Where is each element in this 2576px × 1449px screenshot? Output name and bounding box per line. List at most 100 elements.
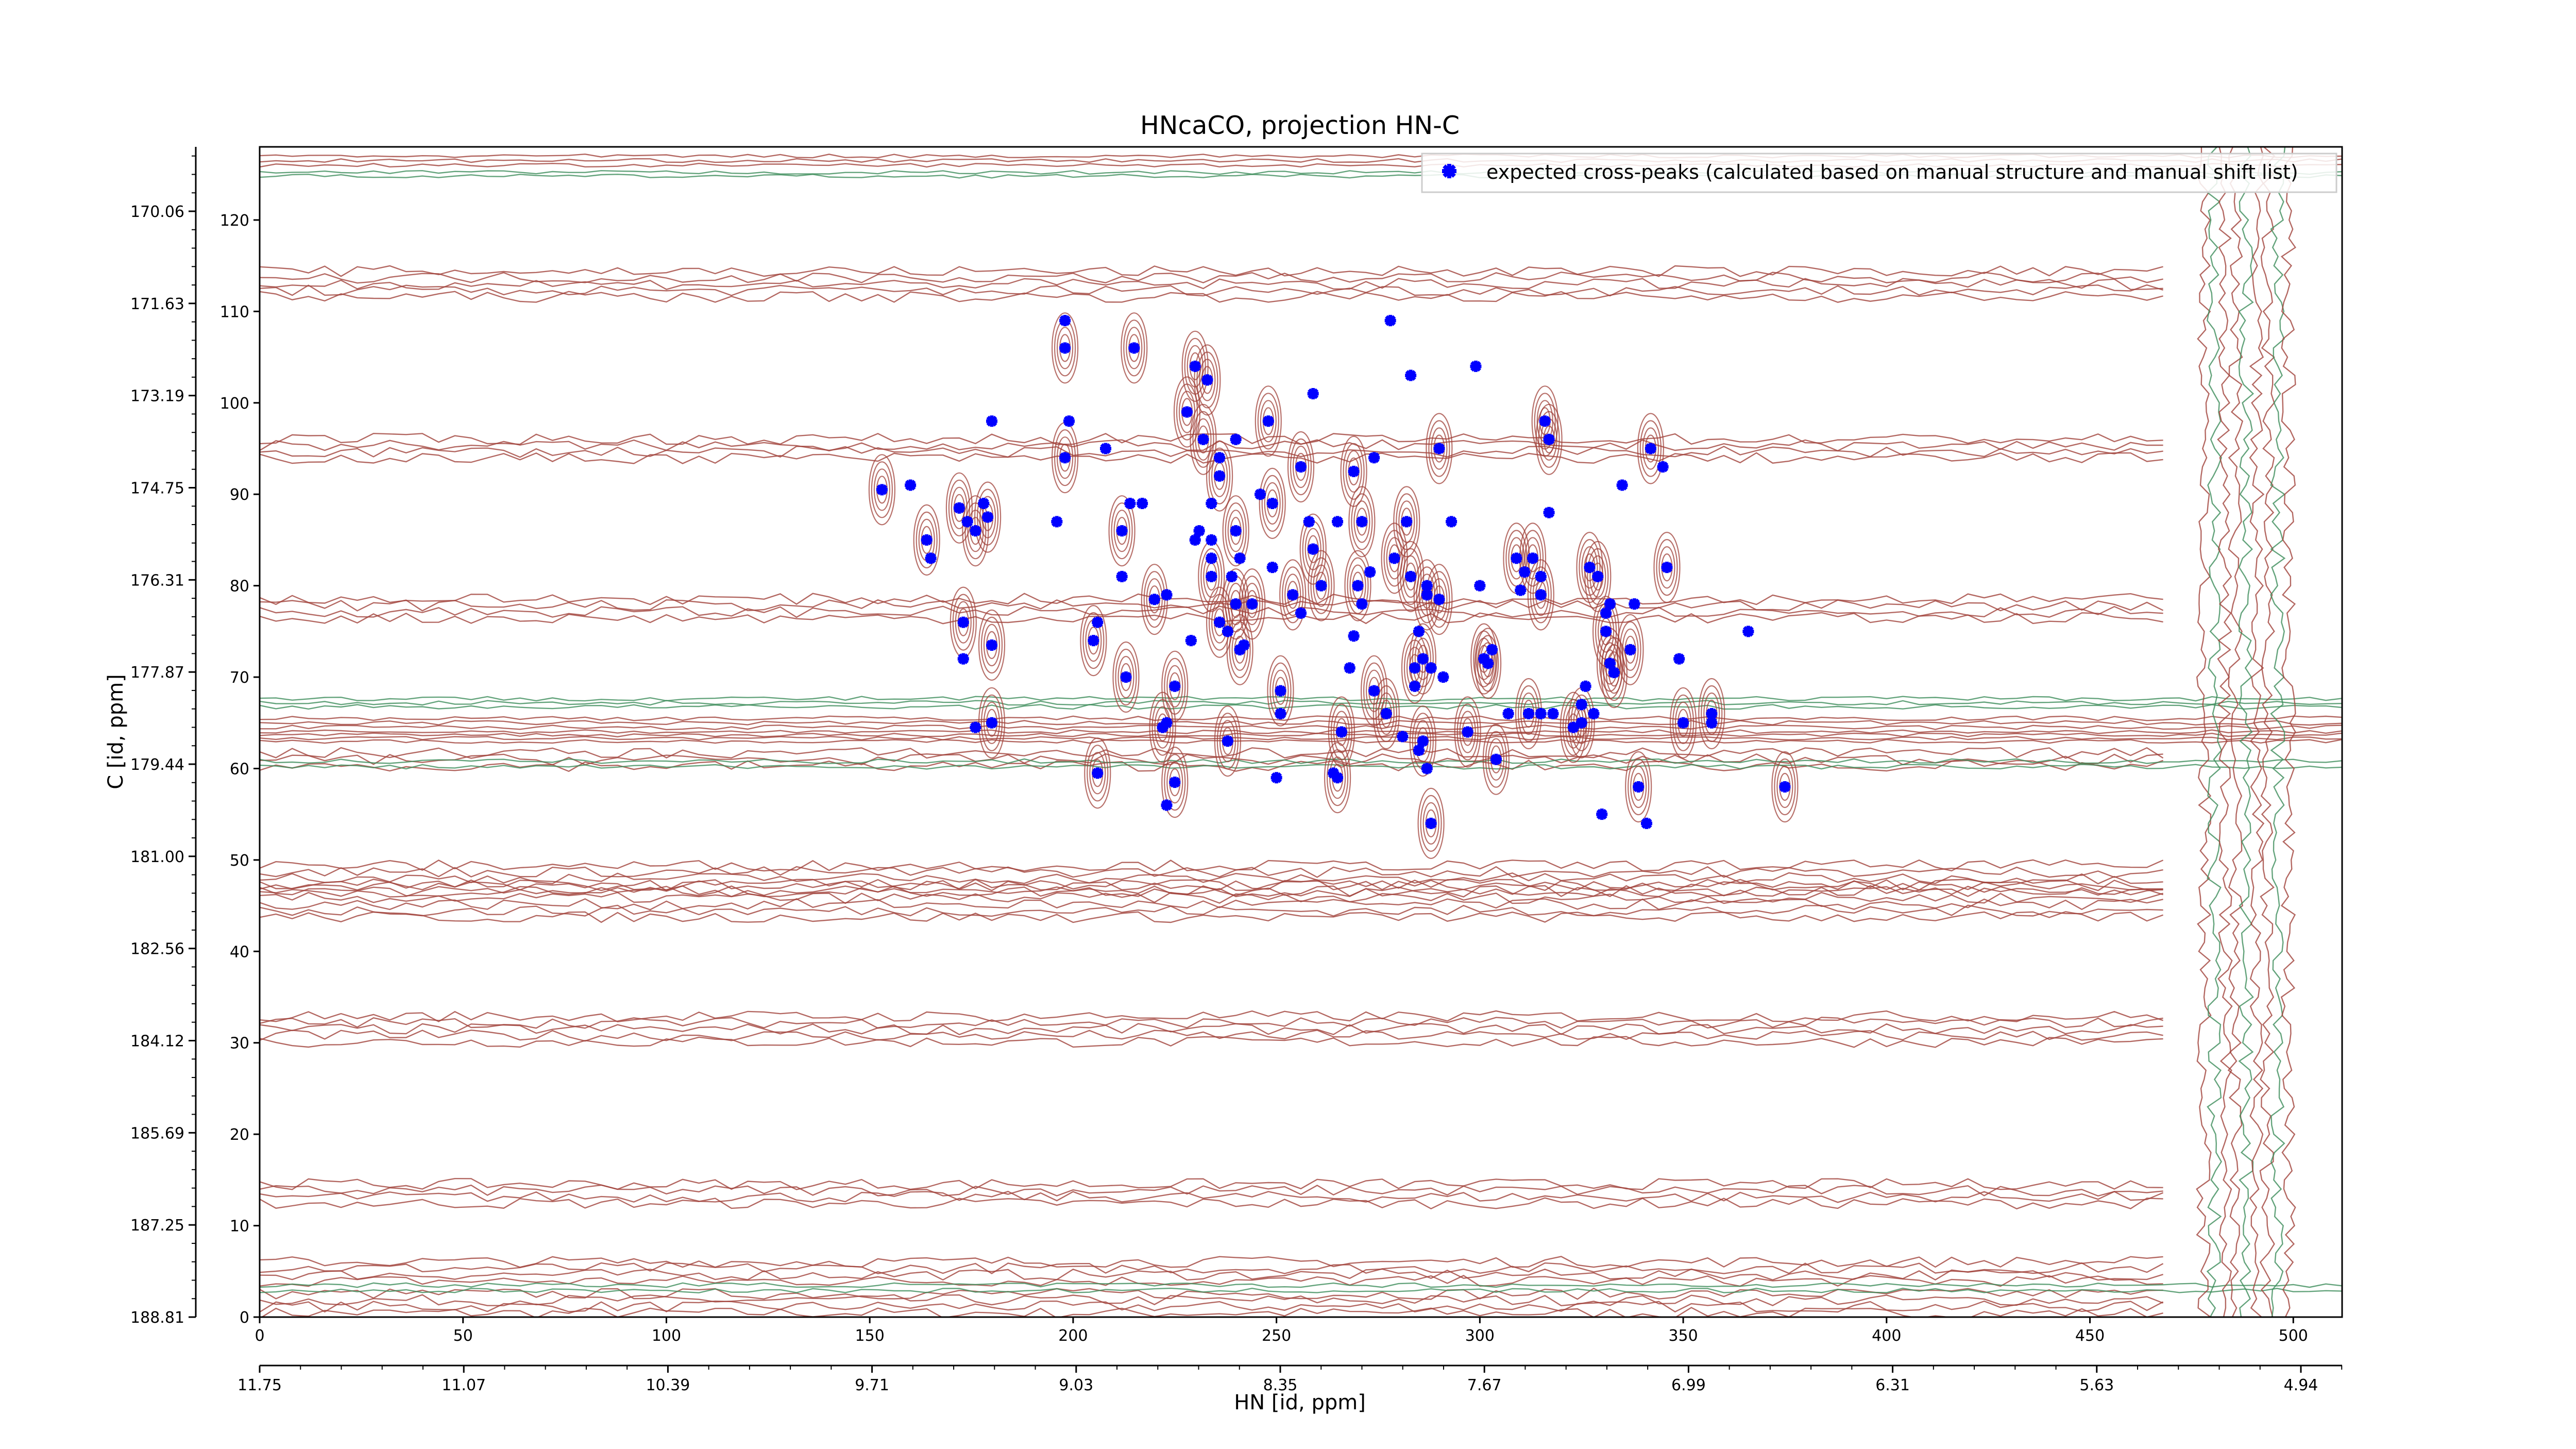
- cross-peak-marker: [1547, 708, 1559, 720]
- cross-peak-marker: [1352, 580, 1364, 592]
- x-ppm-tick-label: 9.03: [1059, 1376, 1093, 1394]
- y-tick-label: 80: [230, 578, 249, 596]
- cross-peak-marker: [1295, 607, 1307, 619]
- cross-peak-marker: [1405, 369, 1417, 381]
- y-ppm-tick-label: 187.25: [130, 1217, 184, 1235]
- cross-peak-marker: [1543, 433, 1555, 445]
- cross-peak-marker: [1417, 653, 1429, 665]
- contour-strip: [260, 729, 2342, 744]
- cross-peak-marker: [1148, 594, 1160, 605]
- cross-peak-marker: [1255, 488, 1266, 500]
- cross-peak-marker: [1307, 388, 1319, 400]
- y-ppm-tick-label: 184.12: [130, 1033, 184, 1051]
- cross-peak-marker: [1588, 708, 1600, 720]
- cross-peak-marker: [1413, 744, 1425, 756]
- cross-peak-marker: [1275, 708, 1286, 720]
- cross-peak-marker: [1388, 552, 1400, 564]
- cross-peak-marker: [1368, 452, 1380, 464]
- cross-peak-marker: [1527, 552, 1538, 564]
- x-tick-label: 0: [255, 1327, 264, 1345]
- y-ppm-tick-label: 173.19: [130, 387, 184, 406]
- cross-peak-marker: [1169, 680, 1181, 692]
- cross-peak-marker: [1470, 360, 1482, 372]
- x-tick-label: 400: [1872, 1327, 1901, 1345]
- cross-peak-marker: [921, 534, 933, 546]
- x-ppm-axis: 11.75 11.07 10.39 9.71 9.03 8.35 7.67 6.99 6.31 5…: [238, 1364, 2343, 1394]
- contour-strip: [260, 1256, 2164, 1287]
- cross-peak-marker: [905, 479, 917, 491]
- plot-frame: [259, 146, 2343, 1318]
- cross-peak-marker: [1433, 594, 1445, 605]
- y-tick-label: 90: [230, 486, 249, 504]
- cross-peak-marker: [1478, 653, 1490, 665]
- cross-peak-marker: [1128, 342, 1140, 354]
- cross-peak-marker: [970, 525, 981, 537]
- cross-peak-marker: [1356, 516, 1368, 528]
- cross-peak-marker: [953, 502, 965, 514]
- x-ppm-tick-label: 9.71: [855, 1376, 889, 1394]
- cross-peak-marker: [986, 415, 998, 427]
- contour-strip: [260, 758, 2342, 770]
- cross-peak-marker: [1270, 772, 1282, 784]
- x-ppm-tick-label: 6.99: [1671, 1376, 1706, 1394]
- cross-peak-marker: [1409, 662, 1421, 674]
- x-tick-label: 150: [855, 1327, 885, 1345]
- cross-peak-marker: [1238, 639, 1250, 651]
- legend-box: [1421, 153, 2337, 193]
- cross-peak-marker: [1380, 708, 1392, 720]
- cross-peak-marker: [1332, 772, 1344, 784]
- cross-peak-marker: [1425, 662, 1437, 674]
- cross-peak-marker: [1059, 452, 1071, 464]
- cross-peak-marker: [1600, 607, 1612, 619]
- cross-peak-marker: [1608, 667, 1620, 679]
- cross-peak-marker: [1059, 342, 1071, 354]
- cross-peak-marker: [1616, 479, 1628, 491]
- cross-peak-marker: [1779, 781, 1791, 793]
- contour-strip: [260, 879, 2164, 923]
- x-tick-label: 500: [2279, 1327, 2308, 1345]
- cross-peak-marker: [1226, 570, 1238, 582]
- cross-peak-marker: [1677, 717, 1689, 729]
- y-tick-label: 40: [230, 943, 249, 961]
- cross-peak-marker: [1137, 497, 1148, 509]
- cross-peak-marker: [1193, 525, 1205, 537]
- cross-peak-marker: [1328, 767, 1340, 779]
- cross-peak-marker: [1116, 570, 1128, 582]
- cross-peak-marker: [1185, 635, 1197, 647]
- y-ppm-tick-label: 179.44: [130, 756, 184, 774]
- y-tick-label: 120: [220, 212, 249, 230]
- cross-peak-marker: [1401, 516, 1413, 528]
- cross-peak-marker: [1234, 552, 1246, 564]
- y-tick-label: 10: [230, 1218, 249, 1236]
- y-ppm-tick-label: 170.06: [130, 203, 184, 221]
- y-tick-label: 30: [230, 1035, 249, 1053]
- cross-peak-marker: [1425, 817, 1437, 829]
- cross-peak-marker: [1535, 570, 1547, 582]
- cross-peak-marker: [970, 721, 981, 733]
- cross-peak-marker: [1315, 580, 1327, 592]
- legend: expected cross-peaks (calculated based o…: [1421, 153, 2337, 193]
- cross-peak-marker: [1706, 708, 1718, 720]
- cross-peak-marker: [876, 484, 888, 496]
- cross-peak-marker: [1116, 525, 1128, 537]
- y-tick-label: 100: [220, 395, 249, 413]
- cross-peak-marker: [1474, 580, 1486, 592]
- cross-peak-marker: [1222, 626, 1233, 637]
- cross-peak-marker: [1523, 708, 1535, 720]
- cross-peak-marker: [1384, 315, 1396, 327]
- cross-peak-marker: [1645, 443, 1656, 454]
- cross-peak-marker: [1348, 630, 1360, 642]
- cross-peak-marker: [1161, 589, 1173, 601]
- cross-peak-marker: [957, 653, 969, 665]
- y-ppm-tick-label: 182.56: [130, 940, 184, 958]
- cross-peak-marker: [1335, 726, 1347, 738]
- cross-peak-marker: [1181, 406, 1193, 418]
- y-ppm-tick-label: 188.81: [130, 1309, 184, 1327]
- x-ppm-tick-label: 7.67: [1467, 1376, 1502, 1394]
- cross-peak-marker: [1088, 635, 1099, 647]
- x-ppm-tick-label: 10.39: [646, 1376, 690, 1394]
- x-ppm-tick-label: 11.75: [238, 1376, 282, 1394]
- cross-peak-marker: [1624, 644, 1636, 655]
- contour-layer: [260, 147, 2342, 1317]
- cross-peak-marker: [1437, 671, 1449, 683]
